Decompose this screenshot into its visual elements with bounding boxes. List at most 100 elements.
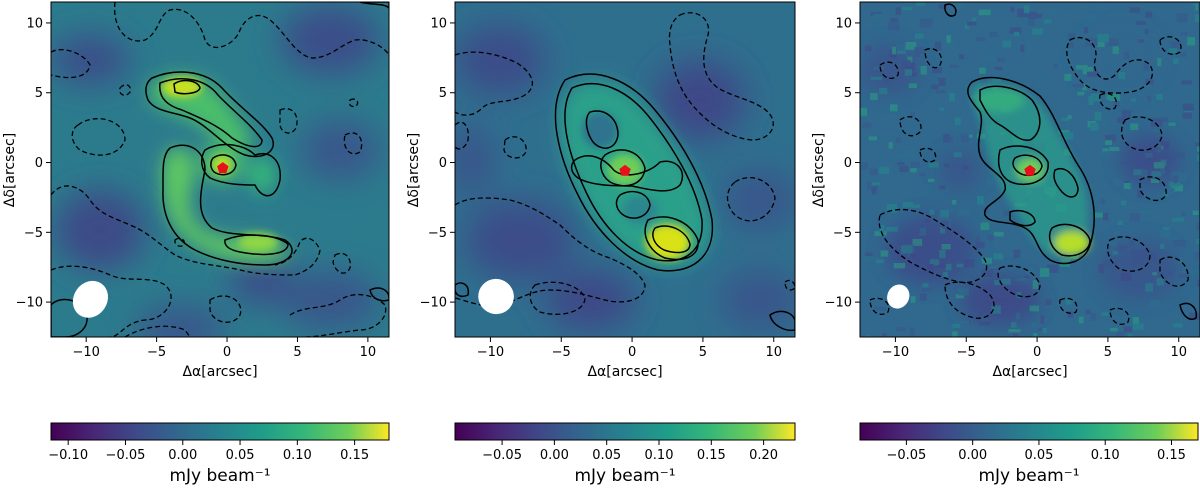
contour — [1009, 210, 1036, 227]
noise-speckle — [1140, 209, 1153, 213]
noise-speckle — [1164, 192, 1169, 197]
noise-speckle — [977, 312, 983, 316]
noise-speckle — [1043, 19, 1052, 24]
noise-speckle — [1194, 14, 1200, 22]
beam-ellipse — [72, 280, 109, 318]
noise-speckle — [870, 93, 878, 101]
y-tick-label: −10 — [825, 296, 852, 311]
noise-speckle — [1196, 239, 1200, 245]
noise-speckle — [879, 224, 885, 233]
noise-speckle — [908, 83, 917, 88]
noise-speckle — [1151, 171, 1162, 177]
noise-speckle — [1040, 315, 1045, 324]
colorbar-tick-label: 0.05 — [592, 448, 621, 463]
noise-speckle — [919, 18, 932, 28]
noise-speckle — [1121, 245, 1128, 249]
colorbar — [50, 422, 390, 441]
x-tick-label: 0 — [628, 345, 636, 360]
contour — [1179, 302, 1198, 320]
noise-speckle — [1031, 322, 1037, 328]
noise-speckle — [952, 331, 958, 337]
contour — [162, 144, 293, 266]
noise-speckle — [919, 172, 926, 177]
contour-negative — [1107, 236, 1151, 272]
noise-speckle — [1147, 95, 1152, 101]
noise-speckle — [1106, 93, 1119, 100]
noise-speckle — [1162, 227, 1170, 235]
colorbar-tick-label: 0.15 — [1157, 448, 1186, 463]
noise-speckle — [959, 320, 970, 324]
contour — [600, 149, 646, 187]
noise-speckle — [1184, 110, 1193, 117]
noise-speckle — [873, 66, 884, 70]
noise-speckle — [1034, 13, 1042, 18]
noise-speckle — [907, 56, 913, 63]
noise-speckle — [1087, 71, 1099, 77]
noise-speckle — [1181, 80, 1192, 85]
noise-speckle — [939, 249, 946, 259]
noise-speckle — [1180, 52, 1187, 57]
contour-negative — [1099, 92, 1117, 110]
noise-speckle — [1109, 327, 1118, 332]
contour — [644, 216, 699, 261]
noise-speckle — [891, 46, 896, 55]
panel-right-image — [860, 2, 1200, 337]
noise-speckle — [1177, 257, 1185, 264]
noise-speckle — [1113, 101, 1120, 108]
colorbar-label: mJy beam⁻¹ — [574, 466, 675, 486]
noise-speckle — [949, 64, 959, 68]
noise-speckle — [986, 235, 995, 241]
x-tick-label: −5 — [147, 345, 166, 360]
noise-speckle — [1196, 222, 1200, 230]
noise-speckle — [1182, 103, 1194, 111]
noise-speckle — [943, 133, 950, 143]
source-marker — [217, 162, 229, 173]
noise-speckle — [1118, 220, 1124, 225]
noise-speckle — [1086, 14, 1097, 20]
noise-speckle — [1088, 88, 1097, 93]
noise-speckle — [1162, 117, 1168, 122]
noise-speckle — [879, 88, 888, 95]
noise-speckle — [1102, 148, 1109, 152]
noise-speckle — [1023, 275, 1030, 279]
noise-speckle — [1137, 39, 1144, 43]
noise-speckle — [1100, 260, 1111, 268]
noise-speckle — [924, 219, 931, 223]
noise-speckle — [1144, 29, 1149, 35]
noise-speckle — [981, 269, 993, 277]
noise-speckle — [1168, 122, 1176, 126]
contour-negative — [348, 98, 359, 108]
noise-speckle — [1048, 10, 1056, 16]
noise-speckle — [936, 263, 946, 268]
noise-speckle — [1123, 180, 1129, 186]
noise-speckle — [864, 252, 873, 257]
noise-speckle — [970, 309, 976, 315]
noise-speckle — [1158, 146, 1164, 150]
colorbar-ticks: −0.05 0.00 0.05 0.10 0.15 0.20 — [482, 440, 778, 463]
noise-speckle — [1156, 93, 1164, 100]
y-tick-label: −10 — [420, 296, 447, 311]
noise-speckle — [888, 24, 894, 30]
contour — [997, 145, 1049, 186]
noise-speckle — [1011, 322, 1017, 328]
colorbar-tick-label: −0.05 — [482, 448, 522, 463]
noise-speckle — [870, 12, 883, 17]
colorbar-ticks: −0.10 −0.05 0.00 0.05 0.10 0.15 — [48, 440, 369, 463]
contour — [224, 234, 289, 256]
noise-speckle — [1156, 144, 1161, 153]
noise-speckle — [1144, 252, 1154, 259]
y-axis-label: Δδ[arcsec] — [2, 133, 18, 207]
noise-speckle — [939, 185, 946, 190]
noise-speckle — [1152, 128, 1164, 133]
noise-speckle — [1082, 67, 1093, 75]
noise-speckle — [1093, 212, 1103, 218]
noise-speckle — [1120, 87, 1130, 94]
noise-speckle — [1090, 313, 1096, 321]
noise-speckle — [934, 41, 942, 51]
contour-negative — [944, 281, 995, 319]
noise-speckle — [907, 253, 915, 257]
noise-speckle — [1181, 212, 1186, 216]
plot-frame — [859, 1, 1200, 338]
noise-speckle — [1173, 323, 1183, 328]
